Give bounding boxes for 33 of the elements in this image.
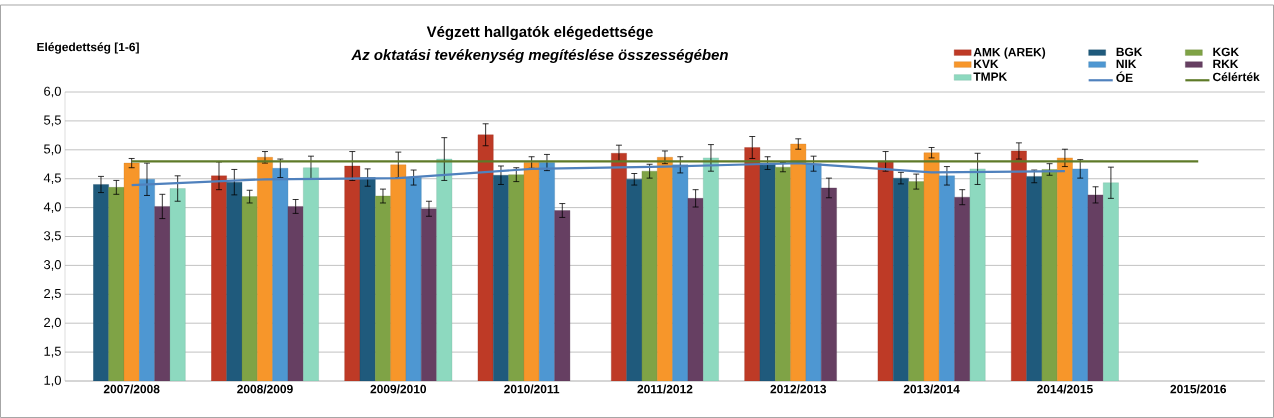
legend-label: ÓE — [1116, 71, 1133, 83]
legend-label: Célérték — [1213, 72, 1260, 82]
y-tick-label: 3,5 — [43, 231, 61, 242]
y-tick-label: 6,0 — [44, 86, 61, 98]
y-tick-label: 5,0 — [43, 144, 61, 156]
y-tick-label: 1,0 — [44, 375, 61, 387]
x-tick-label: 2008/2009 — [237, 384, 293, 394]
y-axis-title: Elégedettség [1-6] — [37, 42, 139, 54]
chart-title: Végzett hallgatók elégedettsége — [426, 25, 653, 41]
legend-label: AMK (AREK) — [973, 47, 1046, 59]
legend-label: RKK — [1213, 59, 1239, 68]
legend-label: NIK — [1116, 59, 1137, 68]
x-tick-label: 2012/2013 — [770, 384, 827, 394]
y-tick-label: 1,5 — [44, 346, 61, 358]
x-tick-label: 2015/2016 — [1170, 384, 1227, 394]
y-tick-label: 4,5 — [43, 173, 61, 184]
x-tick-label: 2009/2010 — [370, 384, 427, 394]
legend-label: TMPK — [973, 72, 1008, 81]
y-tick-label: 5,5 — [43, 115, 61, 127]
x-tick-label: 2010/2011 — [504, 384, 560, 394]
legend-label: BGK — [1116, 47, 1143, 57]
y-tick-label: 4,0 — [43, 202, 61, 213]
legend-label: KGK — [1213, 47, 1239, 57]
x-tick-label: 2011/2012 — [637, 384, 693, 394]
y-tick-label: 2,0 — [44, 317, 61, 329]
chart-subtitle: Az oktatási tevékenység megítéslése összességében — [351, 48, 728, 64]
x-tick-label: 2013/2014 — [903, 384, 960, 394]
legend-label: KVK — [974, 59, 999, 68]
x-tick-label: 2014/2015 — [1037, 384, 1093, 394]
x-tick-label: 2007/2008 — [103, 384, 160, 394]
line-series — [130, 162, 1067, 187]
y-tick-label: 3,0 — [43, 260, 61, 271]
y-tick-label: 2,5 — [44, 288, 61, 300]
